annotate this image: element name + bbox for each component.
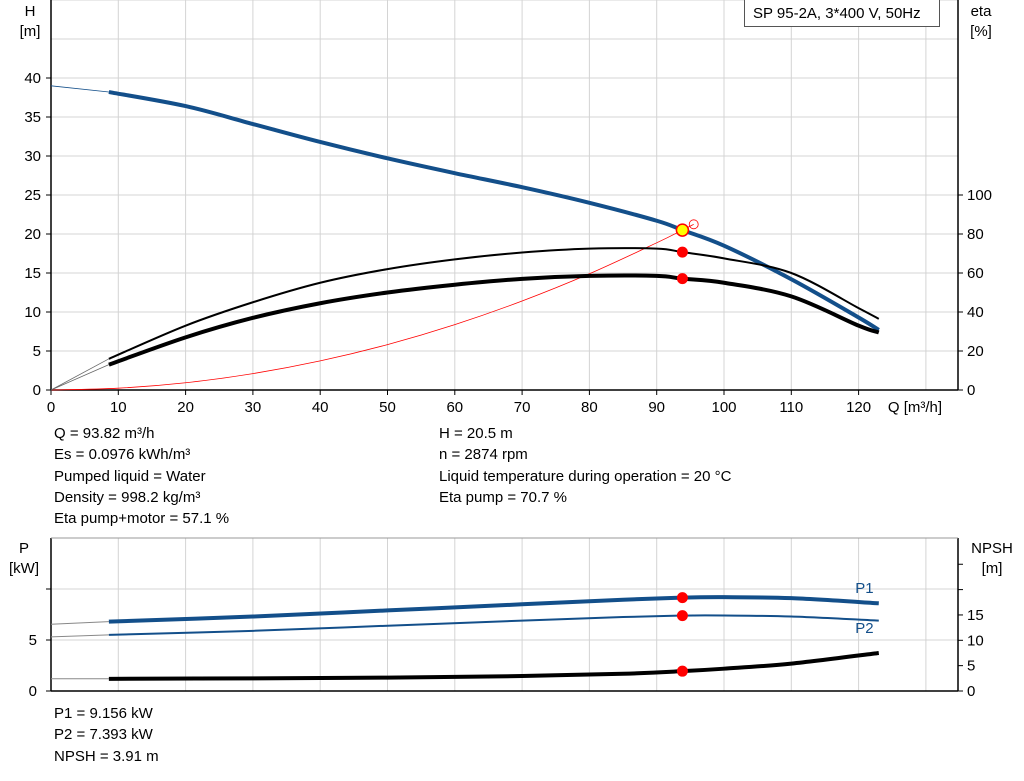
- P1-curve: [108, 595, 879, 624]
- P2-curve: [108, 614, 879, 636]
- y-tick-label: 25: [24, 187, 41, 204]
- P1-extension: [50, 621, 109, 625]
- NPSH-curve: [108, 650, 880, 681]
- npsh-axis-label: [m]: [982, 560, 1003, 577]
- y-tick-label: 30: [24, 148, 41, 165]
- P2-extension: [50, 634, 109, 638]
- y2-tick-label: 80: [967, 226, 984, 243]
- info-temp: Liquid temperature during operation = 20…: [439, 467, 732, 485]
- y-tick-label: 0: [33, 382, 41, 399]
- system-curve-end-marker: [688, 219, 699, 230]
- eta-pump-motor-extension: [50, 364, 110, 391]
- info-p1: P1 = 9.156 kW: [54, 705, 153, 722]
- x-tick-label: 80: [581, 399, 598, 416]
- eta-pump-point: [676, 246, 688, 258]
- y-tick-label: 15: [24, 265, 41, 282]
- x-tick-label: 90: [648, 399, 665, 416]
- info-q: Q = 93.82 m³/h: [54, 425, 155, 442]
- y-tick-label: 10: [24, 304, 41, 321]
- p1-point: [676, 592, 688, 604]
- y-tick-label: 20: [24, 226, 41, 243]
- npsh-tick-label: 5: [967, 658, 975, 675]
- eta-pump-motor-curve: [108, 273, 880, 367]
- p2-point: [676, 610, 688, 622]
- info-left: Q = 93.82 m³/h Es = 0.0976 kWh/m³ Pumped…: [54, 423, 229, 529]
- info-n: n = 2874 rpm: [439, 446, 528, 464]
- x-tick-label: 60: [446, 399, 463, 416]
- x-tick-label: 40: [312, 399, 329, 416]
- x-tick-label: 110: [779, 399, 803, 416]
- x-axis-label: Q [m³/h]: [888, 399, 942, 416]
- y2-tick-label: 20: [967, 343, 984, 360]
- series-label-P1: P1: [855, 580, 873, 597]
- x-tick-label: 0: [47, 399, 55, 416]
- y2-tick-label: 60: [967, 265, 984, 282]
- x-tick-label: 70: [514, 399, 531, 416]
- y2-axis-label: eta: [971, 3, 993, 20]
- duty-point: [675, 223, 690, 237]
- eta-pump-motor-point: [676, 273, 688, 285]
- npsh-tick-label: 15: [967, 607, 984, 624]
- p-axis-label: [kW]: [9, 560, 39, 577]
- x-tick-label: 20: [177, 399, 194, 416]
- H-extension: [50, 85, 109, 93]
- p-axis-label: P: [19, 540, 29, 557]
- p-tick-label: 5: [29, 632, 37, 649]
- H-curve: [108, 90, 880, 332]
- system-curve: [50, 223, 694, 391]
- x-tick-label: 50: [379, 399, 396, 416]
- x-tick-label: 10: [110, 399, 127, 416]
- chart-title-box: SP 95-2A, 3*400 V, 50Hz: [744, 0, 940, 27]
- y-axis-label: H: [25, 3, 36, 20]
- y-tick-label: 40: [24, 70, 41, 87]
- eta-pump-extension: [50, 358, 110, 391]
- npsh-axis-label: NPSH: [971, 540, 1013, 557]
- info-bottom: P1 = 9.156 kW P2 = 7.393 kW NPSH = 3.91 …: [54, 703, 159, 767]
- info-right: H = 20.5 m n = 2874 rpm Liquid temperatu…: [439, 423, 731, 508]
- y2-tick-label: 40: [967, 304, 984, 321]
- x-tick-label: 30: [245, 399, 262, 416]
- info-npsh: NPSH = 3.91 m: [54, 747, 159, 765]
- y-tick-label: 35: [24, 109, 41, 126]
- y2-tick-label: 100: [967, 187, 992, 204]
- eta-pump-curve: [108, 247, 880, 360]
- info-density: Density = 998.2 kg/m³: [54, 488, 201, 506]
- info-es: Es = 0.0976 kWh/m³: [54, 446, 191, 464]
- p-tick-label: 0: [29, 683, 37, 700]
- info-eta-pump: Eta pump = 70.7 %: [439, 488, 567, 506]
- info-h: H = 20.5 m: [439, 425, 513, 442]
- series-label-P2: P2: [855, 620, 873, 637]
- y-tick-label: 5: [33, 343, 41, 360]
- x-tick-label: 100: [711, 399, 736, 416]
- y2-axis-label: [%]: [970, 23, 992, 40]
- info-eta-pump-motor: Eta pump+motor = 57.1 %: [54, 510, 230, 528]
- npsh-point: [676, 665, 688, 677]
- y-axis-label: [m]: [20, 23, 41, 40]
- x-tick-label: 120: [846, 399, 871, 416]
- npsh-tick-label: 0: [967, 683, 975, 700]
- info-liquid: Pumped liquid = Water: [54, 467, 206, 485]
- npsh-tick-label: 10: [967, 632, 984, 649]
- y2-tick-label: 0: [967, 382, 975, 399]
- info-p2: P2 = 7.393 kW: [54, 726, 153, 744]
